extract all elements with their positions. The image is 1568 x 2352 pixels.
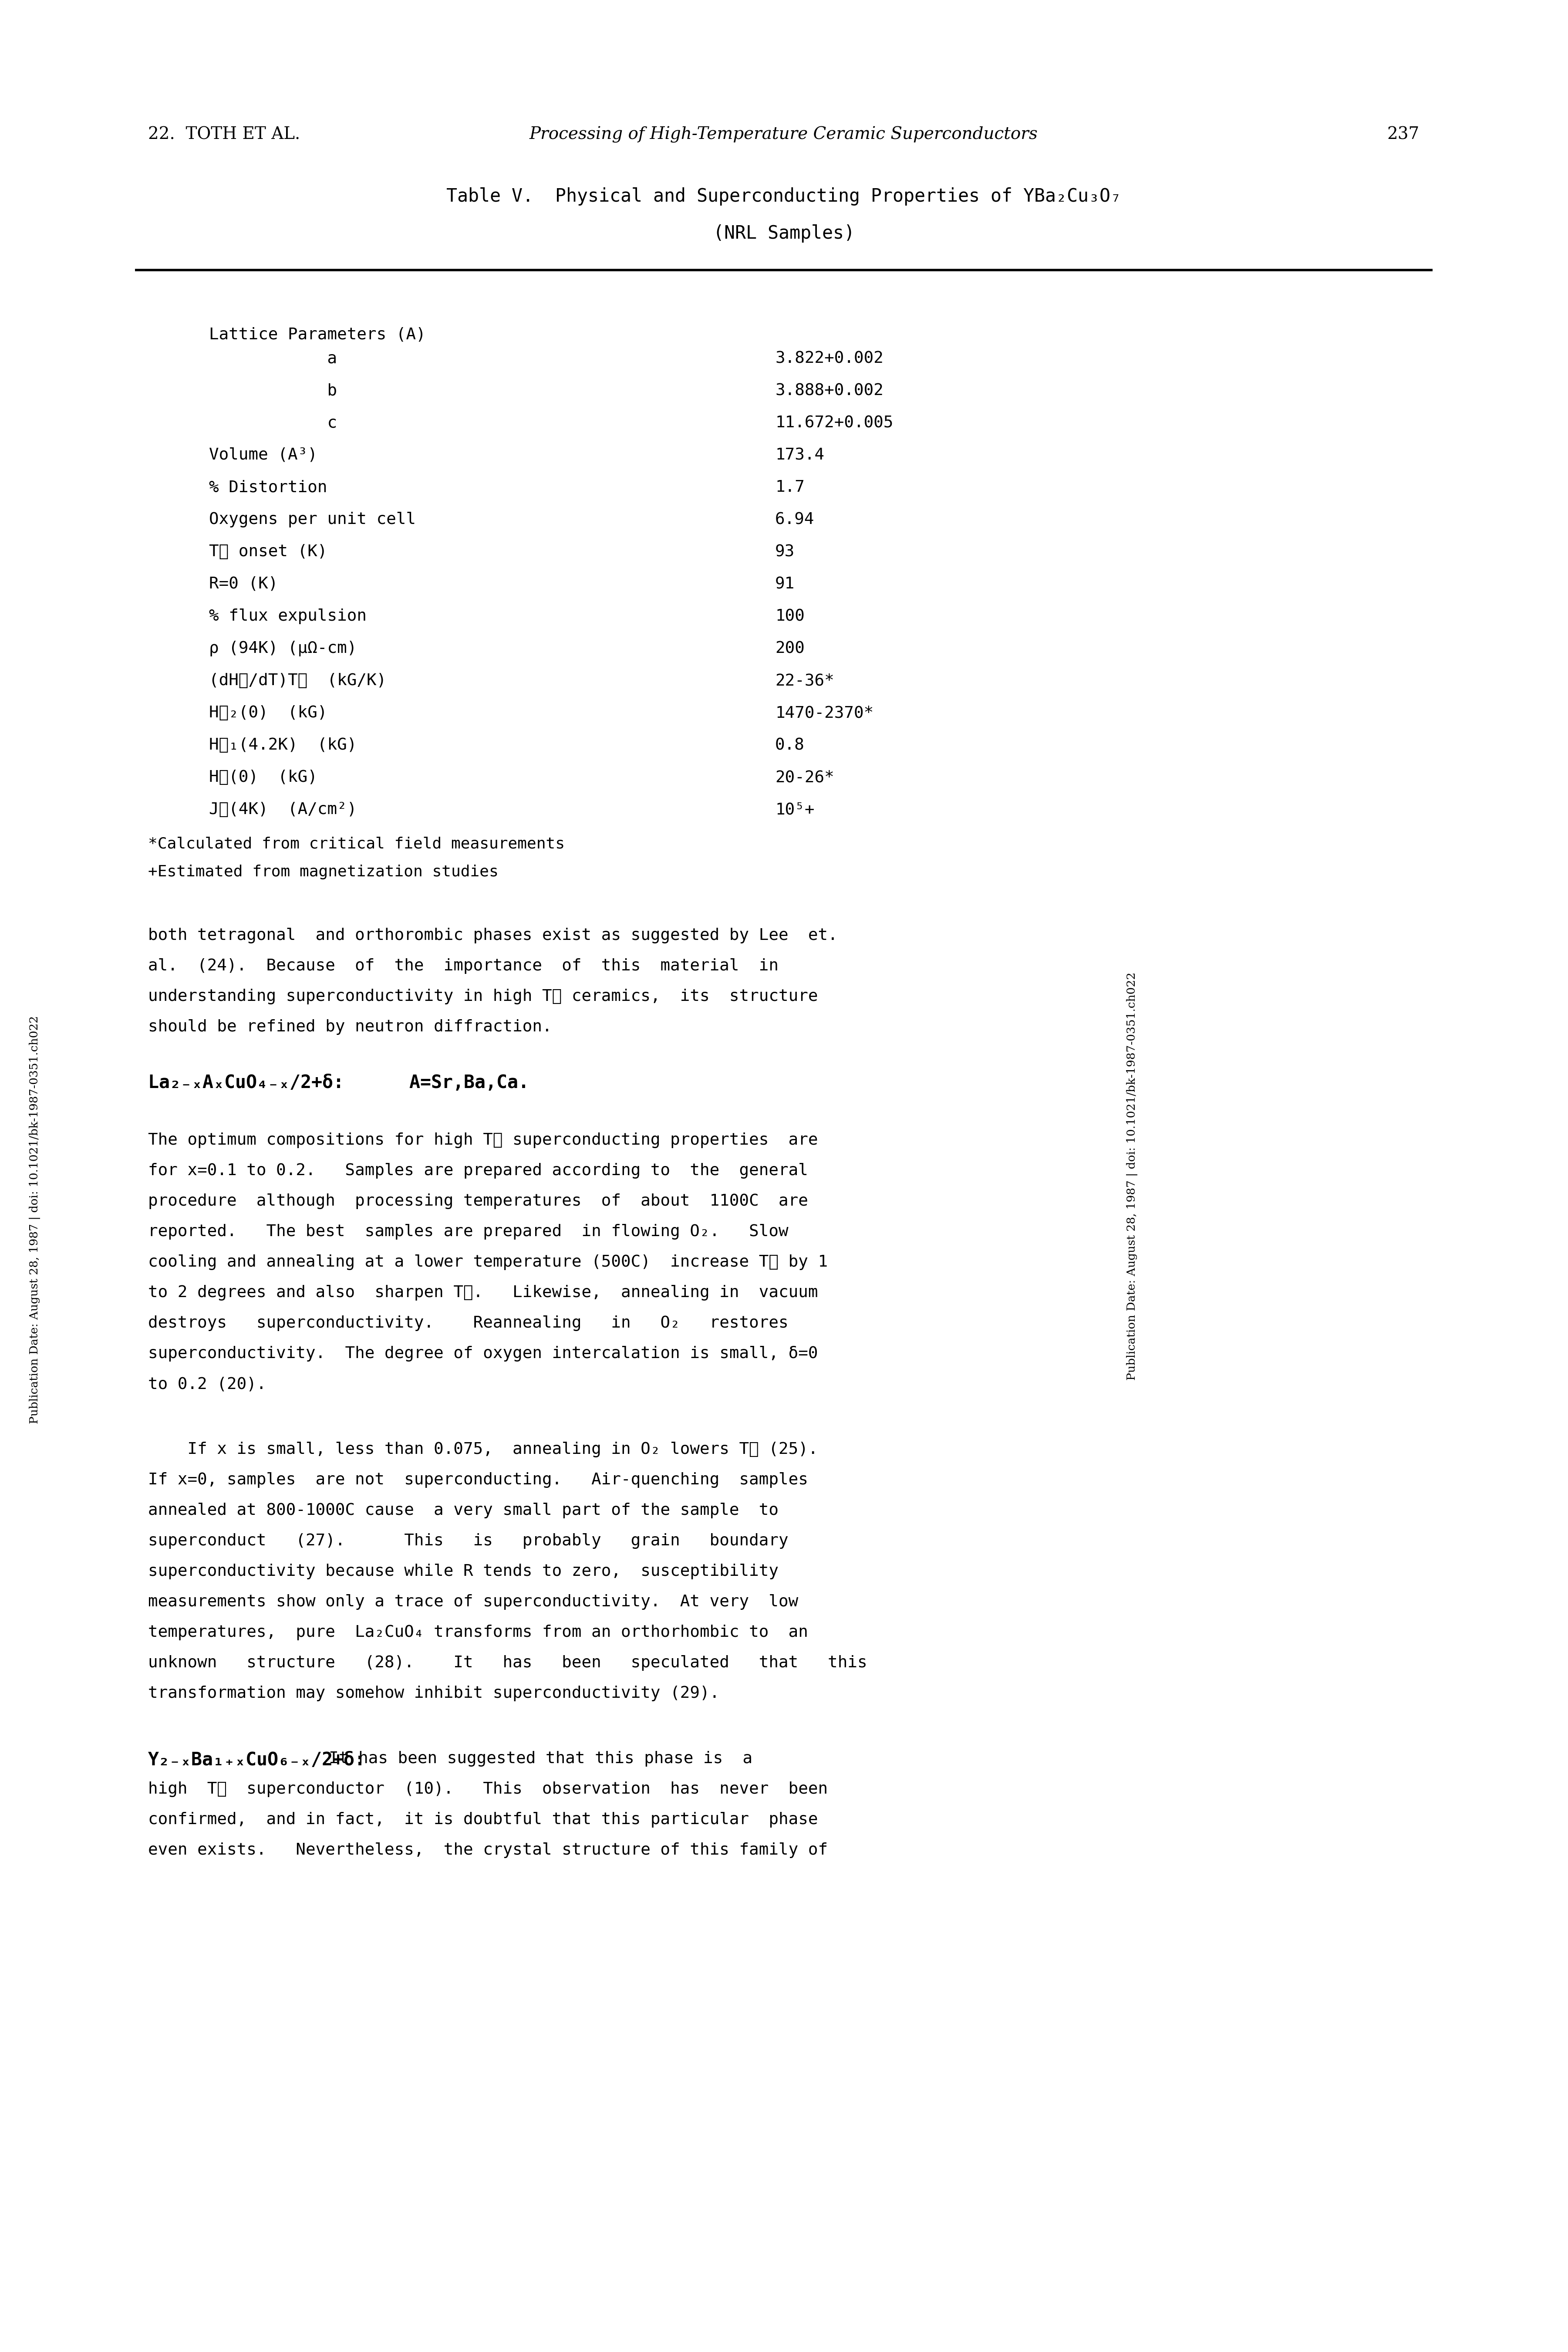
Text: ρ (94K) (μΩ-cm): ρ (94K) (μΩ-cm) [209,640,358,656]
Text: 100: 100 [775,609,804,623]
Text: 22-36*: 22-36* [775,673,834,689]
Text: Table V.  Physical and Superconducting Properties of YBa₂Cu₃O₇: Table V. Physical and Superconducting Pr… [447,188,1121,205]
Text: 93: 93 [775,543,795,560]
Text: *Calculated from critical field measurements: *Calculated from critical field measurem… [147,837,564,851]
Text: Oxygens per unit cell: Oxygens per unit cell [209,513,416,527]
Text: Tᴄ onset (K): Tᴄ onset (K) [209,543,328,560]
Text: 3.888+0.002: 3.888+0.002 [775,383,883,397]
Text: Jᴄ(4K)  (A/cm²): Jᴄ(4K) (A/cm²) [209,802,358,818]
Text: reported.   The best  samples are prepared  in flowing O₂.   Slow: reported. The best samples are prepared … [147,1223,789,1240]
Text: % Distortion: % Distortion [209,480,328,496]
Text: confirmed,  and in fact,  it is doubtful that this particular  phase: confirmed, and in fact, it is doubtful t… [147,1811,818,1828]
Text: transformation may somehow inhibit superconductivity (29).: transformation may somehow inhibit super… [147,1686,720,1700]
Text: (NRL Samples): (NRL Samples) [713,223,855,242]
Text: Volume (A³): Volume (A³) [209,447,317,463]
Text: Hᴄ(0)  (kG): Hᴄ(0) (kG) [209,769,317,786]
Text: understanding superconductivity in high Tᴄ ceramics,  its  structure: understanding superconductivity in high … [147,988,818,1004]
Text: 3.822+0.002: 3.822+0.002 [775,350,883,367]
Text: Publication Date: August 28, 1987 | doi: 10.1021/bk-1987-0351.ch022: Publication Date: August 28, 1987 | doi:… [1126,971,1138,1381]
Text: unknown   structure   (28).    It   has   been   speculated   that   this: unknown structure (28). It has been spec… [147,1656,867,1670]
Text: 20-26*: 20-26* [775,769,834,786]
Text: The optimum compositions for high Tᴄ superconducting properties  are: The optimum compositions for high Tᴄ sup… [147,1131,818,1148]
Text: Hᴄ₁(4.2K)  (kG): Hᴄ₁(4.2K) (kG) [209,739,358,753]
Text: to 2 degrees and also  sharpen Tᴄ.   Likewise,  annealing in  vacuum: to 2 degrees and also sharpen Tᴄ. Likewi… [147,1284,818,1301]
Text: 0.8: 0.8 [775,739,804,753]
Text: If x is small, less than 0.075,  annealing in O₂ lowers Tᴄ (25).: If x is small, less than 0.075, annealin… [147,1442,818,1458]
Text: annealed at 800-1000C cause  a very small part of the sample  to: annealed at 800-1000C cause a very small… [147,1503,779,1519]
Text: a: a [209,350,337,367]
Text: to 0.2 (20).: to 0.2 (20). [147,1376,267,1392]
Text: al.  (24).  Because  of  the  importance  of  this  material  in: al. (24). Because of the importance of t… [147,957,779,974]
Text: procedure  although  processing temperatures  of  about  1100C  are: procedure although processing temperatur… [147,1192,808,1209]
Text: even exists.   Nevertheless,  the crystal structure of this family of: even exists. Nevertheless, the crystal s… [147,1842,828,1858]
Text: 237: 237 [1388,127,1419,143]
Text: 11.672+0.005: 11.672+0.005 [775,414,894,430]
Text: measurements show only a trace of superconductivity.  At very  low: measurements show only a trace of superc… [147,1595,798,1609]
Text: 91: 91 [775,576,795,593]
Text: 1470-2370*: 1470-2370* [775,706,873,720]
Text: Hᴄ₂(0)  (kG): Hᴄ₂(0) (kG) [209,706,328,720]
Text: R=0 (K): R=0 (K) [209,576,278,593]
Text: La₂₋ₓAₓCuO₄₋ₓ/2+δ:      A=Sr,Ba,Ca.: La₂₋ₓAₓCuO₄₋ₓ/2+δ: A=Sr,Ba,Ca. [147,1073,528,1091]
Text: superconductivity.  The degree of oxygen intercalation is small, δ=0: superconductivity. The degree of oxygen … [147,1345,818,1362]
Text: % flux expulsion: % flux expulsion [209,609,367,623]
Text: 6.94: 6.94 [775,513,814,527]
Text: high  Tᴄ  superconductor  (10).   This  observation  has  never  been: high Tᴄ superconductor (10). This observ… [147,1780,828,1797]
Text: It has been suggested that this phase is  a: It has been suggested that this phase is… [309,1750,753,1766]
Text: c: c [209,414,337,430]
Text: both tetragonal  and orthorombic phases exist as suggested by Lee  et.: both tetragonal and orthorombic phases e… [147,927,837,943]
Text: 10⁵+: 10⁵+ [775,802,814,818]
Text: (dHᴄ/dT)Tᴄ  (kG/K): (dHᴄ/dT)Tᴄ (kG/K) [209,673,386,689]
Text: 1.7: 1.7 [775,480,804,496]
Text: cooling and annealing at a lower temperature (500C)  increase Tᴄ by 1: cooling and annealing at a lower tempera… [147,1254,828,1270]
Text: temperatures,  pure  La₂CuO₄ transforms from an orthorhombic to  an: temperatures, pure La₂CuO₄ transforms fr… [147,1625,808,1639]
Text: Y₂₋ₓBa₁₊ₓCuO₆₋ₓ/2+δ:: Y₂₋ₓBa₁₊ₓCuO₆₋ₓ/2+δ: [147,1750,365,1769]
Text: 173.4: 173.4 [775,447,825,463]
Text: Lattice Parameters (A): Lattice Parameters (A) [209,327,426,343]
Text: for x=0.1 to 0.2.   Samples are prepared according to  the  general: for x=0.1 to 0.2. Samples are prepared a… [147,1162,808,1178]
Text: +Estimated from magnetization studies: +Estimated from magnetization studies [147,866,499,880]
Text: 200: 200 [775,640,804,656]
Text: should be refined by neutron diffraction.: should be refined by neutron diffraction… [147,1018,552,1035]
Text: Publication Date: August 28, 1987 | doi: 10.1021/bk-1987-0351.ch022: Publication Date: August 28, 1987 | doi:… [30,1016,41,1423]
Text: Processing of High-Temperature Ceramic Superconductors: Processing of High-Temperature Ceramic S… [530,127,1038,143]
Text: 22.  TOTH ET AL.: 22. TOTH ET AL. [147,127,299,143]
Text: superconduct   (27).      This   is   probably   grain   boundary: superconduct (27). This is probably grai… [147,1534,789,1550]
Text: If x=0, samples  are not  superconducting.   Air-quenching  samples: If x=0, samples are not superconducting.… [147,1472,808,1489]
Text: b: b [209,383,337,397]
Text: superconductivity because while R tends to zero,  susceptibility: superconductivity because while R tends … [147,1564,779,1578]
Text: destroys   superconductivity.    Reannealing   in   O₂   restores: destroys superconductivity. Reannealing … [147,1315,789,1331]
